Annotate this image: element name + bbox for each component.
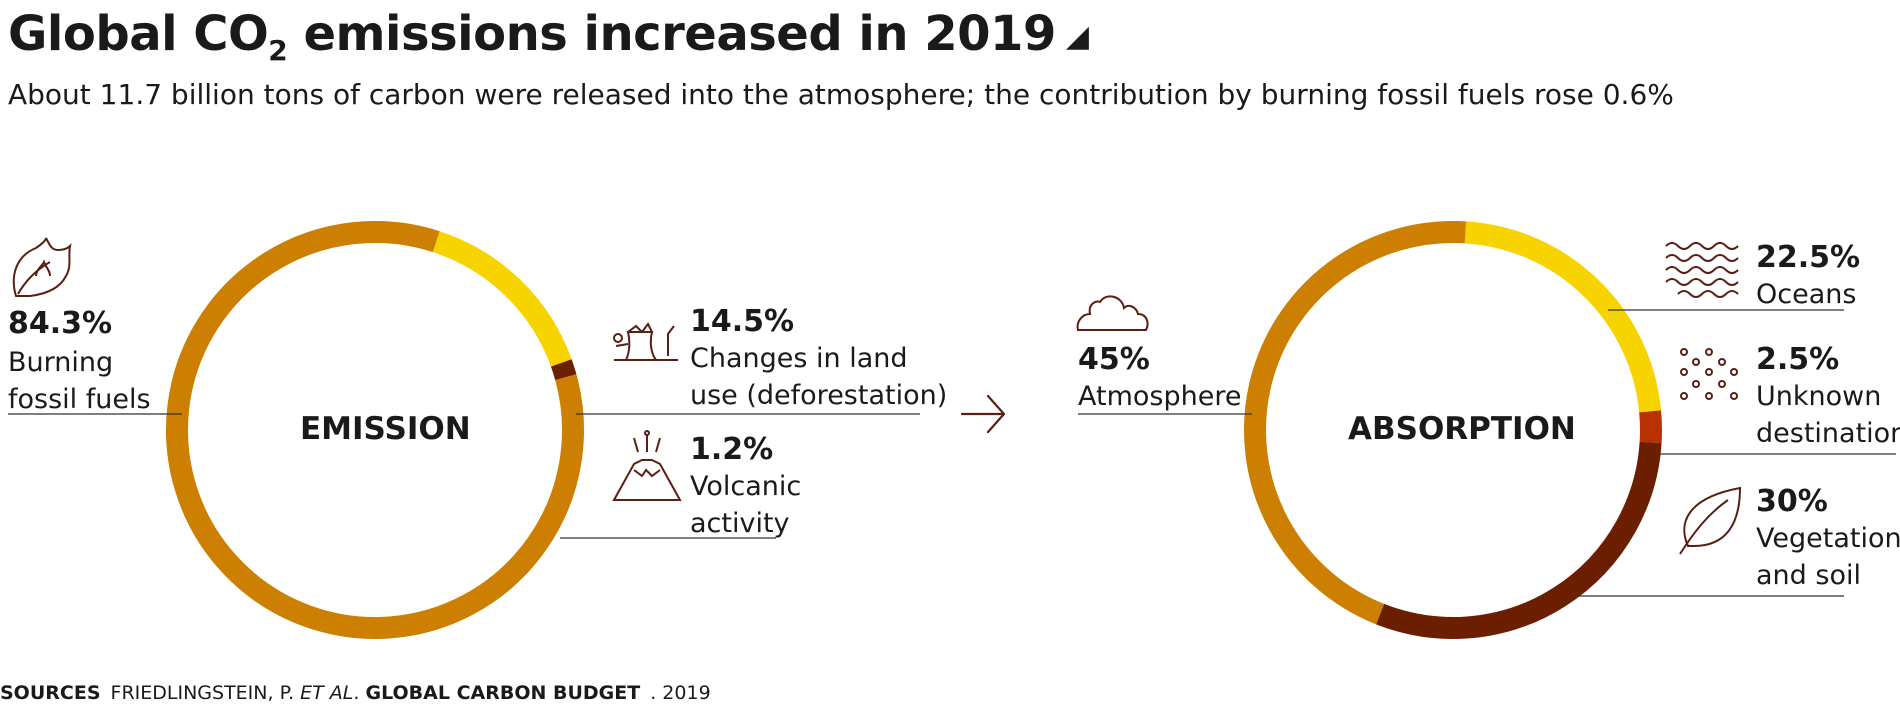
absorption-value-atmosphere: 45% [1078,342,1150,377]
absorption-center-label: ABSORPTION [1348,411,1576,447]
emission-slice-changes-in-land-use-deforestation [432,231,572,367]
waves-icon [1665,242,1739,298]
absorption-label-oceans: Oceans [1756,279,1857,310]
absorption-value-oceans: 22.5% [1756,240,1861,275]
emission-label-land: Changes in land use (deforestation) [690,343,948,411]
leaf-icon [1679,486,1742,555]
absorption-slice-atmosphere [1244,221,1467,625]
emission-slice-burning-fossil-fuels [166,221,584,639]
page-title: Global CO2 emissions increased in 2019 ◢ [8,6,1089,67]
absorption-slice-vegetation-and-soil [1376,441,1662,639]
cloud-icon [1076,295,1149,331]
emission-label-fossil: Burning fossil fuels [8,347,151,415]
emission-slice-volcanic-activity [550,359,577,381]
emission-value-land: 14.5% [690,304,795,339]
flow-arrow-icon [960,394,1006,434]
volcano-icon [612,430,682,501]
emission-value-volcanic: 1.2% [690,432,774,467]
collapse-triangle-icon[interactable]: ◢ [1065,19,1089,54]
tree-stump-icon [613,322,678,361]
absorption-slice-unknown-destination [1639,410,1662,444]
source-note: SOURCES FRIEDLINGSTEIN, P. ET AL. GLOBAL … [0,682,711,704]
dots-icon [1680,348,1738,400]
absorption-label-unknown: Unknown destination [1756,381,1900,449]
absorption-value-vegetation: 30% [1756,484,1828,519]
emission-value-fossil: 84.3% [8,306,113,341]
absorption-value-unknown: 2.5% [1756,342,1840,377]
emission-label-volcanic: Volcanic activity [690,471,802,539]
absorption-label-atmosphere: Atmosphere [1078,381,1242,412]
leaf-flame-icon [12,237,72,297]
page-subtitle: About 11.7 billion tons of carbon were r… [8,78,1674,111]
emission-center-label: EMISSION [300,411,471,447]
absorption-label-vegetation: Vegetation and soil [1756,523,1900,591]
absorption-slice-oceans [1464,221,1662,413]
